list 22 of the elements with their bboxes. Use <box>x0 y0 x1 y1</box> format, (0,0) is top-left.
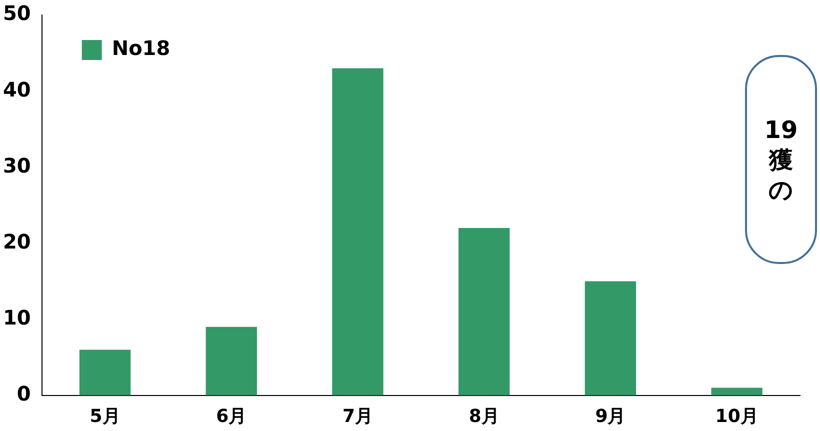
x-tick-label: 7月 <box>342 406 373 427</box>
x-tick-label: 6月 <box>216 406 247 427</box>
annotation: 獲 <box>769 144 793 174</box>
bar <box>206 326 257 396</box>
x-tick-label: 10月 <box>715 406 758 427</box>
y-tick-label: 30 <box>2 153 31 178</box>
y-tick-label: 20 <box>2 229 31 254</box>
y-tick-label: 40 <box>2 77 31 102</box>
legend-label: No18 <box>112 36 170 60</box>
annotation: 19 <box>764 114 798 144</box>
x-tick-label: 9月 <box>595 406 626 427</box>
bar <box>584 281 636 396</box>
x-tick-label: 5月 <box>90 406 120 427</box>
bar <box>332 68 384 396</box>
x-tick-label: 8月 <box>468 406 500 427</box>
annotation: の <box>768 174 794 204</box>
y-tick-label: 50 <box>2 1 31 26</box>
y-tick-label: 0 <box>16 382 31 406</box>
bar <box>79 350 131 396</box>
bar <box>458 228 510 396</box>
bar <box>711 388 762 396</box>
y-tick-label: 10 <box>2 306 31 330</box>
